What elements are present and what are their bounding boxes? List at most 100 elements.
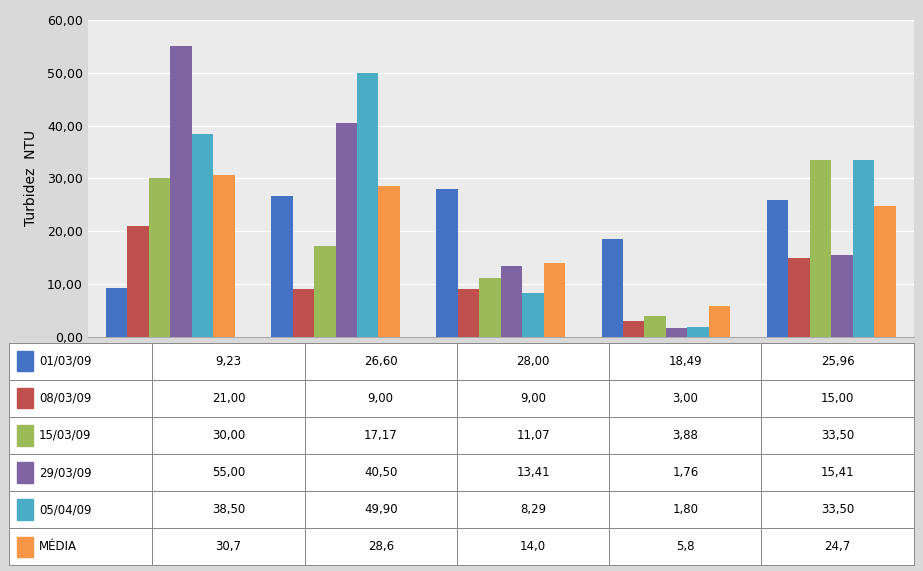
Text: 13,41: 13,41 [516,466,550,479]
Text: 28,6: 28,6 [367,540,394,553]
Bar [17,463,33,482]
Text: 28,00: 28,00 [516,355,550,368]
Bar [874,207,895,337]
Bar [853,160,874,337]
Text: 11,07: 11,07 [516,429,550,442]
Text: 8,29: 8,29 [520,503,546,516]
Text: 21,00: 21,00 [211,392,246,405]
Bar [378,186,400,337]
Text: 33,50: 33,50 [821,429,855,442]
Bar [788,258,809,337]
Bar [609,491,761,528]
Bar [688,327,709,337]
Bar [609,528,761,565]
Text: 55,00: 55,00 [211,466,246,479]
Bar [457,380,609,417]
Text: 1,80: 1,80 [672,503,699,516]
Text: 14,0: 14,0 [520,540,546,553]
Bar [623,321,644,337]
Bar [458,289,479,337]
Text: 17,17: 17,17 [364,429,398,442]
Text: 26,60: 26,60 [364,355,398,368]
Bar [457,343,609,380]
Bar [335,123,357,337]
Bar [9,417,152,454]
Text: 05/04/09: 05/04/09 [39,503,91,516]
Bar [761,343,914,380]
Bar [9,491,152,528]
Bar [17,425,33,445]
Text: MÉDIA: MÉDIA [39,540,77,553]
Bar [152,380,305,417]
Bar [17,500,33,520]
Bar [609,417,761,454]
Bar [9,528,152,565]
Bar [457,491,609,528]
Bar [17,537,33,557]
Bar [761,454,914,491]
Bar [17,351,33,371]
Bar [831,255,853,337]
Bar [106,288,127,337]
Bar [666,328,688,337]
Bar [761,380,914,417]
Bar [457,417,609,454]
Text: 15,41: 15,41 [821,466,855,479]
Bar [767,200,788,337]
Text: 33,50: 33,50 [821,503,855,516]
Bar [500,266,522,337]
Text: 49,90: 49,90 [364,503,398,516]
Bar [293,289,314,337]
Bar [152,528,305,565]
Bar [127,226,149,337]
Text: 18,49: 18,49 [668,355,702,368]
Bar [761,417,914,454]
Bar [152,491,305,528]
Text: 9,23: 9,23 [215,355,242,368]
Bar [9,454,152,491]
Bar [357,73,378,337]
Text: 40,50: 40,50 [364,466,398,479]
Bar [609,454,761,491]
Text: 29/03/09: 29/03/09 [39,466,91,479]
Bar [305,343,457,380]
Bar [809,160,831,337]
Bar [305,380,457,417]
Text: 3,00: 3,00 [672,392,699,405]
Bar [761,528,914,565]
Bar [305,454,457,491]
Bar [479,279,500,337]
Bar [457,454,609,491]
Text: 30,7: 30,7 [215,540,242,553]
Bar [602,239,623,337]
Text: 38,50: 38,50 [211,503,246,516]
Bar [305,417,457,454]
Bar [9,380,152,417]
Text: 15,00: 15,00 [821,392,855,405]
Bar [609,343,761,380]
Text: 1,76: 1,76 [672,466,699,479]
Bar [213,175,234,337]
Bar [544,263,565,337]
Text: 5,8: 5,8 [676,540,695,553]
Bar [761,491,914,528]
Text: 9,00: 9,00 [367,392,394,405]
Bar [644,316,666,337]
Bar [170,46,192,337]
Text: 3,88: 3,88 [672,429,699,442]
Bar [152,454,305,491]
Text: 24,7: 24,7 [824,540,851,553]
Bar [152,417,305,454]
Text: 15/03/09: 15/03/09 [39,429,91,442]
Text: 01/03/09: 01/03/09 [39,355,91,368]
Bar [457,528,609,565]
Bar [609,380,761,417]
Text: 08/03/09: 08/03/09 [39,392,91,405]
Bar [314,246,335,337]
Bar [305,491,457,528]
Bar [149,178,170,337]
Bar [271,196,293,337]
Y-axis label: Turbidez  NTU: Turbidez NTU [25,130,39,227]
Bar [17,388,33,408]
Text: 9,00: 9,00 [520,392,546,405]
